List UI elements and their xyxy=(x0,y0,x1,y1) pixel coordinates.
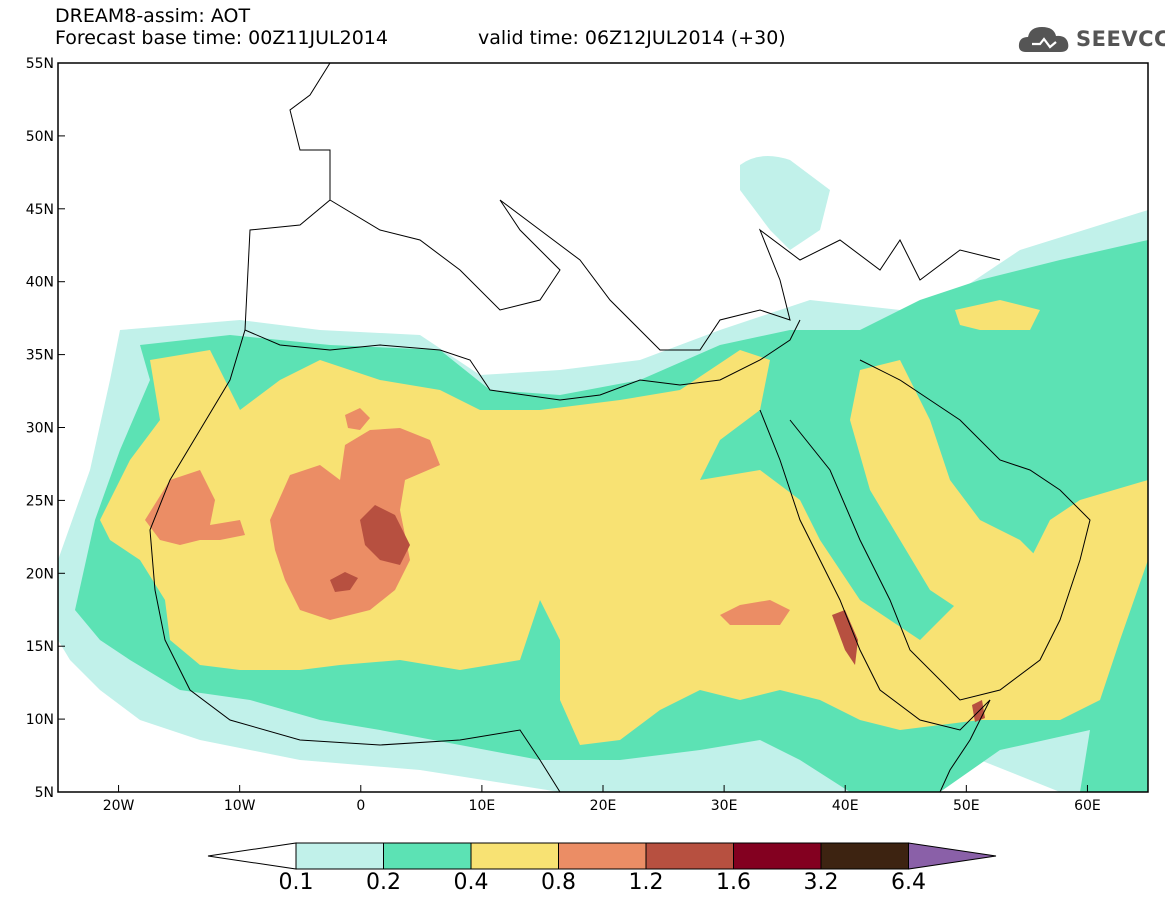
colorbar-swatch-6 xyxy=(733,842,822,870)
aot-band-1.2 xyxy=(360,505,410,565)
lat-tick-label: 30N xyxy=(26,421,54,437)
colorbar-label-4: 0.8 xyxy=(541,870,576,895)
colorbar-low-arrow xyxy=(207,842,297,870)
coast-arabia xyxy=(789,359,1091,701)
lon-tick-label: 30E xyxy=(711,798,738,814)
lon-tick-label: 10W xyxy=(224,798,256,814)
lat-tick-label: 35N xyxy=(26,348,54,364)
colorbar-swatch-1 xyxy=(295,842,384,870)
forecast-base-time: Forecast base time: 00Z11JUL2014 xyxy=(55,27,388,49)
coast-north-africa xyxy=(244,319,801,401)
aot-band-0.8-algeria xyxy=(345,408,370,430)
aot-band-1.2-mali xyxy=(330,572,358,592)
colorbar xyxy=(207,842,997,870)
colorbar-label-6: 1.6 xyxy=(716,870,751,895)
lon-tick-label: 20E xyxy=(590,798,617,814)
colorbar-high-arrow xyxy=(908,842,997,870)
coastlines xyxy=(149,63,1091,792)
lon-tick-label: 20W xyxy=(103,798,135,814)
lon-tick-label: 50E xyxy=(953,798,980,814)
lon-tick-label: 40E xyxy=(832,798,859,814)
colorbar-label-2: 0.2 xyxy=(366,870,401,895)
colorbar-label-3: 0.4 xyxy=(453,870,489,895)
lat-tick-label: 40N xyxy=(26,275,54,291)
aot-band-0.4-arabia xyxy=(850,360,1040,610)
seevccc-logo: SEEVCCC xyxy=(1018,22,1165,56)
lat-tick-label: 5N xyxy=(35,785,54,801)
lat-tick-label: 20N xyxy=(26,566,54,582)
logo-text: SEEVCCC xyxy=(1076,27,1165,51)
coast-west-africa xyxy=(149,329,561,792)
aot-band-1.2-red-sea xyxy=(832,610,858,665)
longitude-axis: 20W 10W 0 10E 20E 30E 40E 50E 60E xyxy=(103,785,1101,814)
lat-tick-label: 45N xyxy=(26,202,54,218)
aot-band-0.8 xyxy=(145,470,245,545)
lat-tick-label: 10N xyxy=(26,712,54,728)
aot-field xyxy=(58,63,1148,792)
lat-tick-label: 15N xyxy=(26,639,54,655)
colorbar-swatch-3 xyxy=(470,842,559,870)
aot-band-0.4-iran xyxy=(955,300,1040,330)
valid-time: valid time: 06Z12JUL2014 (+30) xyxy=(478,27,786,49)
colorbar-label-8: 6.4 xyxy=(891,870,926,895)
latitude-axis: 55N 50N 45N 40N 35N 30N 25N 20N 15N 10N 5N xyxy=(26,56,65,801)
lon-tick-label: 0 xyxy=(356,798,365,814)
colorbar-label-5: 1.2 xyxy=(628,870,664,895)
coast-europe xyxy=(244,63,1001,351)
chart-title: DREAM8-assim: AOT xyxy=(55,5,251,27)
colorbar-swatch-5 xyxy=(645,842,734,870)
lat-tick-label: 25N xyxy=(26,493,54,509)
aot-band-0.8-sudan xyxy=(720,600,790,625)
coast-red-sea xyxy=(759,409,991,731)
lat-tick-label: 55N xyxy=(26,56,54,72)
cloud-icon xyxy=(1018,27,1069,52)
colorbar-label-1: 0.1 xyxy=(278,870,314,895)
lon-tick-label: 10E xyxy=(469,798,496,814)
lon-tick-label: 60E xyxy=(1074,798,1101,814)
colorbar-label-7: 3.2 xyxy=(803,870,839,895)
aot-band-0.8-sahara xyxy=(270,428,440,620)
lat-tick-label: 50N xyxy=(26,129,54,145)
coast-horn-africa xyxy=(939,699,991,792)
colorbar-swatch-2 xyxy=(383,842,472,870)
aot-band-0.1-black-sea xyxy=(740,156,830,250)
colorbar-swatch-7 xyxy=(820,842,909,870)
colorbar-swatch-4 xyxy=(558,842,647,870)
